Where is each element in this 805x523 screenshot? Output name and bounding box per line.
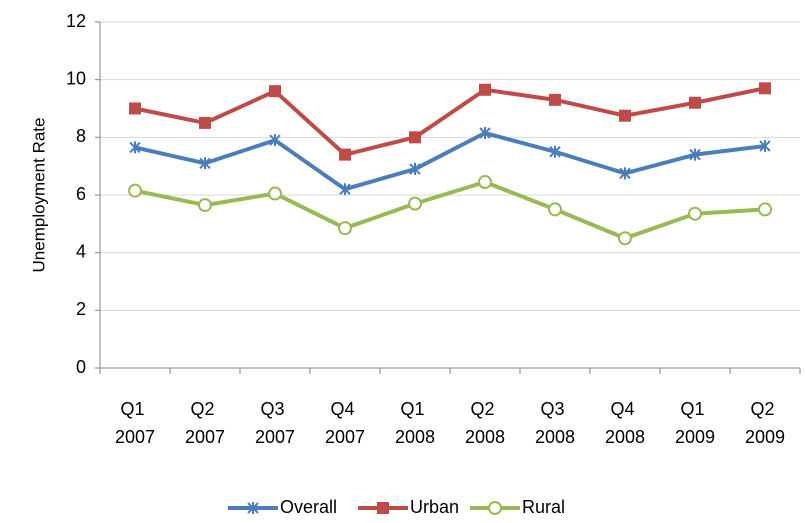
marker bbox=[269, 134, 281, 147]
marker bbox=[759, 139, 771, 152]
x-tick-label: Q1 2009 bbox=[675, 399, 715, 447]
marker bbox=[198, 198, 212, 213]
y-tick-label: 4 bbox=[76, 241, 86, 261]
y-tick-label: 0 bbox=[76, 357, 86, 377]
marker bbox=[199, 157, 211, 170]
marker bbox=[479, 83, 491, 96]
marker bbox=[549, 93, 561, 106]
y-axis-label: Unemployment Rate bbox=[29, 118, 48, 273]
marker bbox=[339, 148, 351, 161]
y-tick-label: 6 bbox=[76, 184, 86, 204]
marker bbox=[338, 221, 352, 236]
marker bbox=[129, 141, 141, 154]
x-tick-label: Q2 2009 bbox=[745, 399, 785, 447]
x-tick-label: Q2 2007 bbox=[185, 399, 225, 447]
marker bbox=[548, 202, 562, 217]
marker bbox=[619, 167, 631, 180]
marker bbox=[688, 206, 702, 221]
legend-marker bbox=[377, 502, 389, 514]
marker bbox=[128, 183, 142, 198]
marker bbox=[269, 85, 281, 98]
y-tick-label: 10 bbox=[66, 68, 86, 88]
x-tick-label: Q3 2008 bbox=[535, 399, 575, 447]
marker bbox=[479, 127, 491, 140]
marker bbox=[409, 131, 421, 144]
marker bbox=[619, 109, 631, 122]
x-tick-label: Q4 2008 bbox=[605, 399, 645, 447]
series-line bbox=[134, 131, 766, 192]
series-line bbox=[134, 86, 766, 157]
y-tick-label: 2 bbox=[76, 299, 86, 319]
legend-label: Rural bbox=[522, 497, 565, 517]
marker bbox=[199, 116, 211, 129]
series-line bbox=[134, 180, 766, 241]
legend-label: Urban bbox=[410, 497, 459, 517]
marker bbox=[478, 175, 492, 190]
marker bbox=[758, 202, 772, 217]
legend-label: Overall bbox=[280, 497, 337, 517]
marker bbox=[689, 148, 701, 161]
marker bbox=[339, 183, 351, 196]
x-tick-label: Q1 2007 bbox=[115, 399, 155, 447]
x-tick-label: Q3 2007 bbox=[255, 399, 295, 447]
marker bbox=[408, 196, 422, 211]
marker bbox=[549, 145, 561, 158]
marker bbox=[759, 82, 771, 95]
y-tick-label: 8 bbox=[76, 126, 86, 146]
y-tick-label: 12 bbox=[66, 11, 86, 31]
marker bbox=[689, 96, 701, 109]
x-tick-label: Q1 2008 bbox=[395, 399, 435, 447]
marker bbox=[618, 231, 632, 246]
legend-marker bbox=[247, 502, 259, 514]
x-tick-label: Q4 2007 bbox=[325, 399, 365, 447]
marker bbox=[268, 186, 282, 201]
legend-marker bbox=[488, 501, 502, 515]
marker bbox=[409, 163, 421, 176]
x-tick-label: Q2 2008 bbox=[465, 399, 505, 447]
marker bbox=[129, 102, 141, 115]
